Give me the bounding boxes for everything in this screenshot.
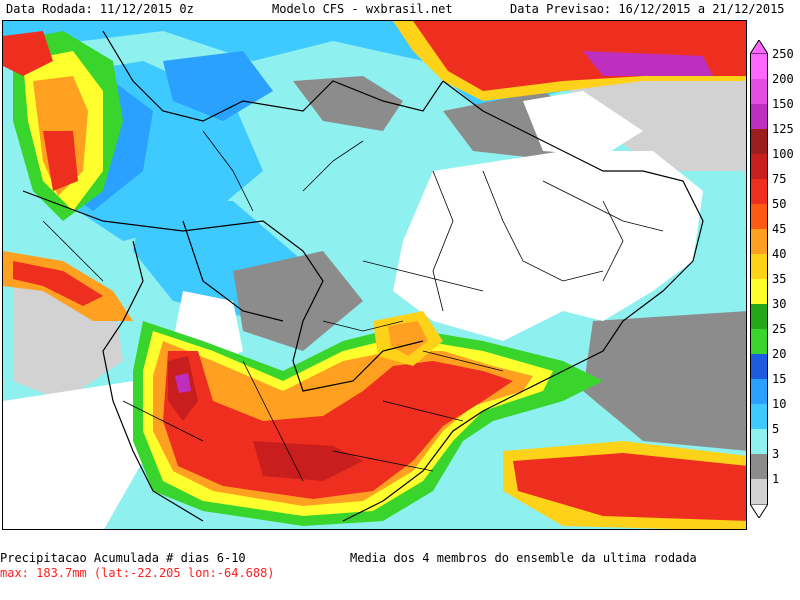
precip-area-red-nw-corner [3,31,53,76]
ensemble-note: Media dos 4 membros do ensemble da ultim… [350,551,697,565]
legend-swatch [750,104,768,129]
legend-swatch [750,154,768,179]
precip-area-white-sw [3,381,143,529]
max-value-label: max: 183.7mm (lat:-22.205 lon:-64.688) [0,566,275,580]
legend-swatch [750,129,768,154]
run-date-label: Data Rodada: 11/12/2015 0z [6,2,194,16]
precip-area-purple-max [175,373,191,393]
precip-area-purple-ncoast [583,51,713,76]
precip-title: Precipitacao Acumulada # dias 6-10 [0,551,246,565]
legend-swatch [750,404,768,429]
legend-bottom-arrow [750,504,768,518]
precip-area-gray-3 [563,81,746,171]
precip-area-gray-1 [293,76,403,131]
legend-label: 50 [772,197,787,211]
precip-area-blue-w2 [163,51,273,121]
legend-swatch [750,329,768,354]
legend-swatch [750,179,768,204]
legend-swatch [750,429,768,454]
legend-label: 15 [772,372,787,386]
legend-swatch [750,229,768,254]
precip-color-legend: 250 200 150 125 100 75 50 45 40 35 30 25 20 15 10 5 3 1 [750,40,800,520]
precip-area-gray-4 [233,251,363,351]
precip-area-red-ocean [513,453,746,521]
precipitation-map [2,20,747,530]
legend-swatch [750,379,768,404]
legend-swatch [750,204,768,229]
legend-label: 35 [772,272,787,286]
legend-label: 30 [772,297,787,311]
legend-swatch [750,479,768,504]
legend-label: 250 [772,47,794,61]
legend-label: 40 [772,247,787,261]
legend-swatch [750,454,768,479]
precip-area-dry-ne [393,151,703,341]
legend-label: 5 [772,422,780,436]
legend-label: 125 [772,122,794,136]
precip-area-gray-5 [583,311,746,451]
precip-area-red-nw [43,131,78,191]
legend-swatch [750,254,768,279]
precip-area-darkred-2 [253,441,363,481]
legend-swatch [750,79,768,104]
legend-top-arrow [750,40,768,54]
legend-label: 100 [772,147,794,161]
legend-label: 75 [772,172,787,186]
precip-area-red-peru [13,261,103,306]
country-borders [22,30,704,522]
legend-swatch [750,279,768,304]
precip-area-red-south [163,351,513,499]
legend-label: 200 [772,72,794,86]
legend-label: 45 [772,222,787,236]
state-borders [42,130,664,482]
legend-label: 150 [772,97,794,111]
forecast-date-label: Data Previsao: 16/12/2015 a 21/12/2015 [510,2,785,16]
legend-label: 25 [772,322,787,336]
legend-swatch [750,304,768,329]
precip-area-dry-n [523,91,643,156]
legend-label: 1 [772,472,780,486]
model-label: Modelo CFS - wxbrasil.net [272,2,453,16]
legend-swatch [750,354,768,379]
legend-label: 20 [772,347,787,361]
legend-label: 3 [772,447,780,461]
legend-label: 10 [772,397,787,411]
legend-swatch [750,54,768,79]
